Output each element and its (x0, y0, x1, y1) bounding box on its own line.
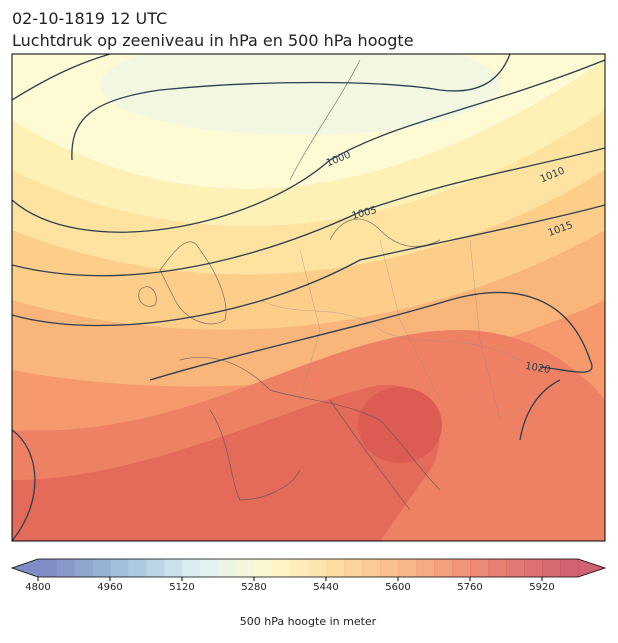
map-frame (11, 53, 606, 542)
colorbar-segment (146, 559, 165, 577)
colorbar-segment (488, 559, 507, 577)
contour-label: 1020 (524, 361, 551, 376)
colorbar-tick-label: 5600 (385, 582, 410, 593)
colorbar-segment (362, 559, 381, 577)
colorbar-segment (560, 559, 579, 577)
title-line: Luchtdruk op zeeniveau in hPa en 500 hPa… (12, 31, 414, 50)
colorbar-tick-label: 5440 (313, 582, 338, 593)
colorbar-segment (434, 559, 453, 577)
colorbar-segment (218, 559, 237, 577)
colorbar-segment (452, 559, 471, 577)
colorbar-segment (38, 559, 57, 577)
colorbar-tick-label: 5760 (457, 582, 482, 593)
colorbar-tick-label: 5920 (529, 582, 554, 593)
colorbar-segment (344, 559, 363, 577)
colorbar-extend-low (12, 559, 38, 577)
colorbar-segment (290, 559, 309, 577)
colorbar-tick-label: 5280 (241, 582, 266, 593)
colorbar-segment (416, 559, 435, 577)
colorbar-segment (110, 559, 129, 577)
colorbar-segment (56, 559, 75, 577)
colorbar-tick-label: 4800 (25, 582, 50, 593)
colorbar-segment (542, 559, 561, 577)
colorbar-segment (254, 559, 273, 577)
colorbar-segment (236, 559, 255, 577)
colorbar-tick-label: 5120 (169, 582, 194, 593)
colorbar-outline (10, 558, 607, 578)
colorbar-segment (326, 559, 345, 577)
colorbar-segment (524, 559, 543, 577)
colorbar-segment (272, 559, 291, 577)
colorbar-segment (200, 559, 219, 577)
colorbar-segment (128, 559, 147, 577)
map (12, 54, 605, 541)
colorbar-segment (506, 559, 525, 577)
title-line: 02-10-1819 12 UTC (12, 9, 167, 28)
colorbar-segment (398, 559, 417, 577)
colorbar-label: 500 hPa hoogte in meter (240, 615, 377, 628)
colorbar-segment (308, 559, 327, 577)
colorbar-segment (380, 559, 399, 577)
colorbar-segment (470, 559, 489, 577)
colorbar-segment (182, 559, 201, 577)
colorbar-tick-label: 4960 (97, 582, 122, 593)
colorbar-segment (74, 559, 93, 577)
colorbar-segment (92, 559, 111, 577)
colorbar: 4800 4960 5120 5280 5440 5600 5760 5920 (10, 558, 607, 593)
colorbar-segment (164, 559, 183, 577)
colorbar-extend-high (578, 559, 605, 577)
